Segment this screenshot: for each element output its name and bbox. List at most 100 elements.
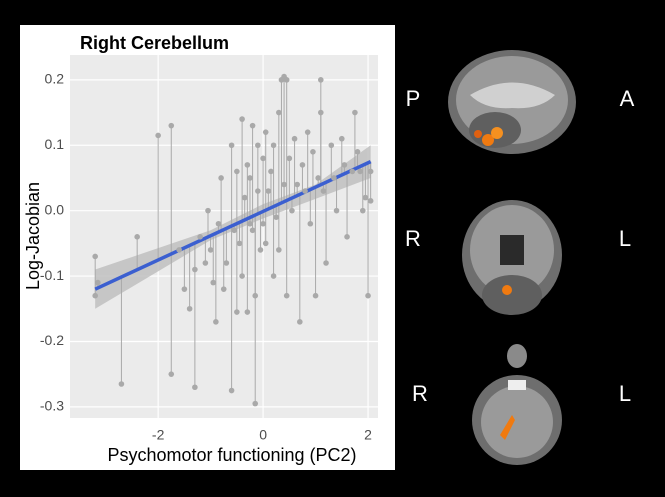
point	[168, 122, 175, 129]
point	[323, 260, 329, 266]
point	[252, 292, 259, 299]
point	[299, 162, 306, 168]
point	[265, 188, 272, 194]
y-tick-label: 0.1	[45, 136, 65, 152]
point	[234, 168, 240, 175]
point	[276, 247, 282, 253]
orientation-label: R	[405, 226, 421, 251]
point	[270, 273, 277, 279]
point	[249, 122, 256, 129]
point	[197, 234, 203, 240]
point	[304, 129, 311, 135]
point	[134, 234, 140, 240]
point	[244, 162, 251, 168]
point	[213, 319, 219, 325]
x-tick-label: 0	[259, 427, 267, 443]
point	[262, 240, 269, 247]
y-tick-label: 0.2	[45, 71, 65, 87]
point	[273, 214, 280, 221]
point	[118, 381, 125, 387]
point	[215, 220, 222, 227]
point	[289, 207, 295, 214]
point	[231, 227, 238, 234]
y-tick-label: 0.0	[45, 201, 65, 217]
point	[331, 175, 337, 181]
point	[291, 135, 298, 142]
point	[155, 132, 161, 139]
orientation-label: A	[620, 86, 635, 111]
point	[297, 319, 303, 325]
point	[359, 207, 366, 214]
point	[318, 109, 324, 116]
y-tick-label: -0.3	[40, 398, 64, 414]
point	[92, 292, 98, 299]
point	[95, 279, 101, 286]
point	[205, 207, 211, 214]
point	[207, 247, 214, 253]
point	[176, 247, 182, 253]
point	[247, 175, 253, 181]
point	[255, 142, 261, 149]
fit-line	[94, 160, 372, 291]
point	[92, 253, 98, 260]
point	[228, 387, 235, 394]
point	[328, 142, 335, 149]
brain-sagittal	[448, 50, 576, 154]
point	[283, 292, 290, 299]
point	[260, 220, 266, 227]
y-axis-label: Log-Jacobian	[23, 182, 43, 290]
point	[283, 77, 290, 83]
orientation-label: P	[406, 86, 421, 111]
point	[286, 155, 293, 162]
point	[202, 260, 209, 266]
point	[312, 292, 319, 299]
point	[320, 188, 327, 194]
point	[315, 175, 321, 181]
x-tick-label: -2	[152, 427, 165, 443]
point	[257, 247, 264, 253]
point	[338, 135, 345, 142]
point	[168, 371, 175, 377]
point	[218, 175, 224, 181]
point	[236, 240, 243, 247]
orientation-label: L	[619, 226, 631, 251]
point	[192, 266, 198, 273]
point	[352, 109, 358, 116]
point	[223, 260, 230, 266]
point	[241, 194, 248, 201]
chart-title: Right Cerebellum	[80, 33, 229, 53]
point	[341, 162, 348, 168]
orientation-label: R	[412, 381, 428, 406]
point	[260, 155, 266, 162]
point	[307, 220, 314, 227]
point	[249, 227, 256, 234]
point	[349, 168, 356, 175]
point	[276, 109, 282, 116]
point	[262, 129, 269, 135]
point	[234, 309, 240, 315]
point	[239, 273, 245, 279]
orientation-label: L	[619, 381, 631, 406]
y-tick-label: -0.2	[40, 332, 64, 348]
point	[333, 207, 340, 214]
x-tick-label: 2	[364, 427, 372, 443]
point	[181, 286, 188, 292]
brain-axial	[472, 344, 562, 465]
point	[344, 234, 350, 240]
point	[252, 400, 259, 407]
point	[294, 181, 300, 188]
point	[244, 309, 251, 315]
point	[255, 188, 261, 194]
point	[239, 116, 245, 122]
y-tick-label: -0.1	[40, 267, 64, 283]
point	[268, 168, 274, 175]
point	[302, 188, 308, 194]
point	[365, 292, 371, 299]
point	[220, 286, 227, 292]
point	[186, 305, 193, 312]
point	[367, 168, 374, 175]
point	[357, 168, 363, 175]
point	[362, 194, 369, 201]
point	[367, 198, 374, 204]
